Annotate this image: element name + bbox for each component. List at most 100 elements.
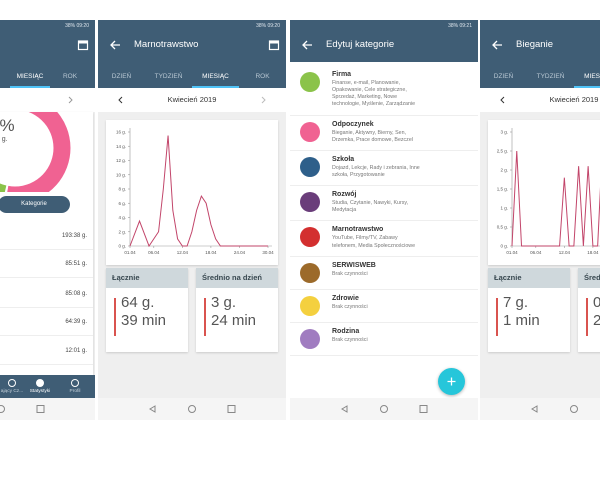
category-description: Finanse, e-mail, Planowanie, Opakowanie,… xyxy=(332,80,416,108)
stat-label: Łącznie xyxy=(488,268,570,288)
category-time: 64:39 g. xyxy=(65,319,87,325)
stat-value: 0 xyxy=(593,294,600,311)
category-text: Odpoczynek Bieganie, Aktywny, Bierny, Sen… xyxy=(332,121,420,144)
category-description: YouTube, Filmy/TV, Zabawy telefonem, Med… xyxy=(332,235,416,249)
screen-title: Edytuj kategorie xyxy=(326,39,395,50)
y-tick-label: 12 g. xyxy=(116,158,126,163)
chevron xyxy=(68,96,73,104)
category-time: 85:51 g. xyxy=(65,261,87,267)
tab[interactable]: ROK xyxy=(255,73,270,80)
system-nav xyxy=(0,398,95,420)
category-item[interactable]: Firma Finanse, e-mail, Planowanie, Opakow… xyxy=(290,66,478,116)
stat-card: Średnio na dzień 3 g. 24 min xyxy=(196,268,278,352)
stat-body: 3 g. 24 min xyxy=(196,288,278,350)
app-header: 38% 09:21BieganieDZIEŃTYDZIEŃMIESIĄCROK xyxy=(480,20,600,88)
category-item[interactable]: Marnotrawstwo YouTube, Filmy/TV, Zabawy t… xyxy=(290,221,478,257)
category-item[interactable]: Odpoczynek Bieganie, Aktywny, Bierny, Sen… xyxy=(290,115,478,151)
recent-button xyxy=(419,405,428,413)
category-name: Firma xyxy=(332,71,352,78)
category-description: Brak czynności xyxy=(332,336,368,343)
tabs: DZIEŃ TYDZIEŃ MIESIĄC ROK xyxy=(98,68,286,88)
x-tick-label: 18.04 xyxy=(587,250,599,255)
y-tick-label: 2 g. xyxy=(500,168,508,173)
bottom-nav: ający Cz... Statystyki Profil xyxy=(0,375,95,398)
stat-bar xyxy=(204,298,206,336)
month-row: Kwiecień 2019 xyxy=(480,88,600,112)
plus-icon xyxy=(447,377,456,386)
app-header: 38% 09:20 Marnotrawstwo DZIEŃ TYDZIEŃ MIESIĄ… xyxy=(98,20,286,88)
tab[interactable]: TYDZIEŃ xyxy=(536,73,565,80)
back-button xyxy=(149,405,156,413)
category-text: Firma Finanse, e-mail, Planowanie, Opakow… xyxy=(332,71,420,109)
row-separator xyxy=(0,249,93,250)
tab[interactable]: DZIEŃ xyxy=(493,73,514,80)
chart-card: 0 g. 2 g. 4 g. 6 g. 8 g. 10 g. 12 g. 14 g. 16 g.… xyxy=(106,120,278,265)
phone-screen: 38% 09:20 MIESIĄC ROK eń 2019 4%38 g. Kategor… xyxy=(0,20,95,420)
nav-icons xyxy=(8,379,79,387)
chart: 0 g. 0,5 g. 1 g. 1,5 g. 2 g. 2,5 g. 3 g. 01.04 0… xyxy=(497,128,600,255)
tab[interactable]: MIESIĄC xyxy=(10,68,50,88)
x-tick-label: 01.04 xyxy=(124,250,136,255)
nav-icons xyxy=(341,405,428,413)
category-color xyxy=(300,227,320,248)
nav-icon xyxy=(36,379,44,387)
plus xyxy=(447,377,456,386)
calendar-top xyxy=(78,41,88,44)
tab[interactable]: MIESIĄC xyxy=(574,68,600,88)
y-tick-label: 2,5 g. xyxy=(497,149,508,154)
category-item[interactable]: Zdrowie Brak czynności xyxy=(290,289,478,323)
data-line xyxy=(129,135,268,248)
tab[interactable]: DZIEŃ xyxy=(111,73,132,80)
row-separator xyxy=(0,307,93,308)
chart: 0 g. 2 g. 4 g. 6 g. 8 g. 10 g. 12 g. 14 g. 16 g.… xyxy=(116,128,274,255)
nav-label[interactable]: ający Cz... xyxy=(0,389,24,394)
tab[interactable]: TYDZIEŃ xyxy=(154,73,183,80)
phone-screen: 38% 09:20 Marnotrawstwo DZIEŃ TYDZIEŃ MIESIĄ… xyxy=(98,20,286,420)
tab[interactable]: MIESIĄC xyxy=(192,68,239,88)
donut-segment xyxy=(7,112,71,192)
category-item[interactable]: SERWISWEB Brak czynności xyxy=(290,256,478,290)
stat-value: 39 min xyxy=(121,312,167,329)
category-item[interactable]: Rodzina Brak czynności xyxy=(290,322,478,356)
month-row: eń 2019 xyxy=(0,88,95,112)
category-color xyxy=(300,262,320,283)
back-icon xyxy=(492,40,502,50)
arrow xyxy=(110,40,120,50)
categories-button[interactable]: Kategorie xyxy=(0,196,70,213)
back-icon xyxy=(302,40,312,50)
stat-value: 7 g. xyxy=(503,294,529,311)
row-separator xyxy=(0,335,93,336)
stat-label: Średnio na dzień xyxy=(196,268,278,288)
nav-label[interactable]: Profil xyxy=(69,389,81,394)
category-text: Rozwój Studia, Czytanie, Nawyki, Kursy, M… xyxy=(332,191,420,214)
nav-icon xyxy=(71,379,79,387)
home-button xyxy=(380,405,388,413)
stat-bar xyxy=(586,298,588,336)
screen-title: Marnotrawstwo xyxy=(134,39,199,50)
y-tick-label: 1 g. xyxy=(500,206,508,211)
y-tick-label: 1,5 g. xyxy=(497,187,508,192)
category-item[interactable]: Szkoła Dojazd, Lekcje, Rady i zebrania, I… xyxy=(290,150,478,187)
prev-chevron xyxy=(500,96,505,104)
category-text: Szkoła Dojazd, Lekcje, Rady i zebrania, I… xyxy=(332,156,420,179)
recent-button xyxy=(36,405,45,413)
nav-label[interactable]: Statystyki xyxy=(29,389,51,394)
stat-value: 3 g. xyxy=(211,294,237,311)
month-row: Kwiecień 2019 xyxy=(98,88,286,112)
category-description: Studia, Czytanie, Nawyki, Kursy, Medytac… xyxy=(332,200,409,214)
stat-value: 24 min xyxy=(211,312,257,329)
recent-button xyxy=(227,405,236,413)
category-item[interactable]: Rozwój Studia, Czytanie, Nawyki, Kursy, M… xyxy=(290,186,478,222)
data-line xyxy=(511,150,600,247)
back-icon xyxy=(110,40,120,50)
status-bar: 38% 09:20 xyxy=(65,23,89,29)
app-header: 38% 09:21 Edytuj kategorie xyxy=(290,20,478,62)
next-icon xyxy=(68,96,73,104)
row-separator xyxy=(0,277,93,278)
add-button[interactable] xyxy=(438,368,465,395)
tab[interactable]: ROK xyxy=(62,73,78,80)
app-header: 38% 09:20 MIESIĄC ROK xyxy=(0,20,95,88)
summary-time: 38 g. xyxy=(0,136,8,143)
